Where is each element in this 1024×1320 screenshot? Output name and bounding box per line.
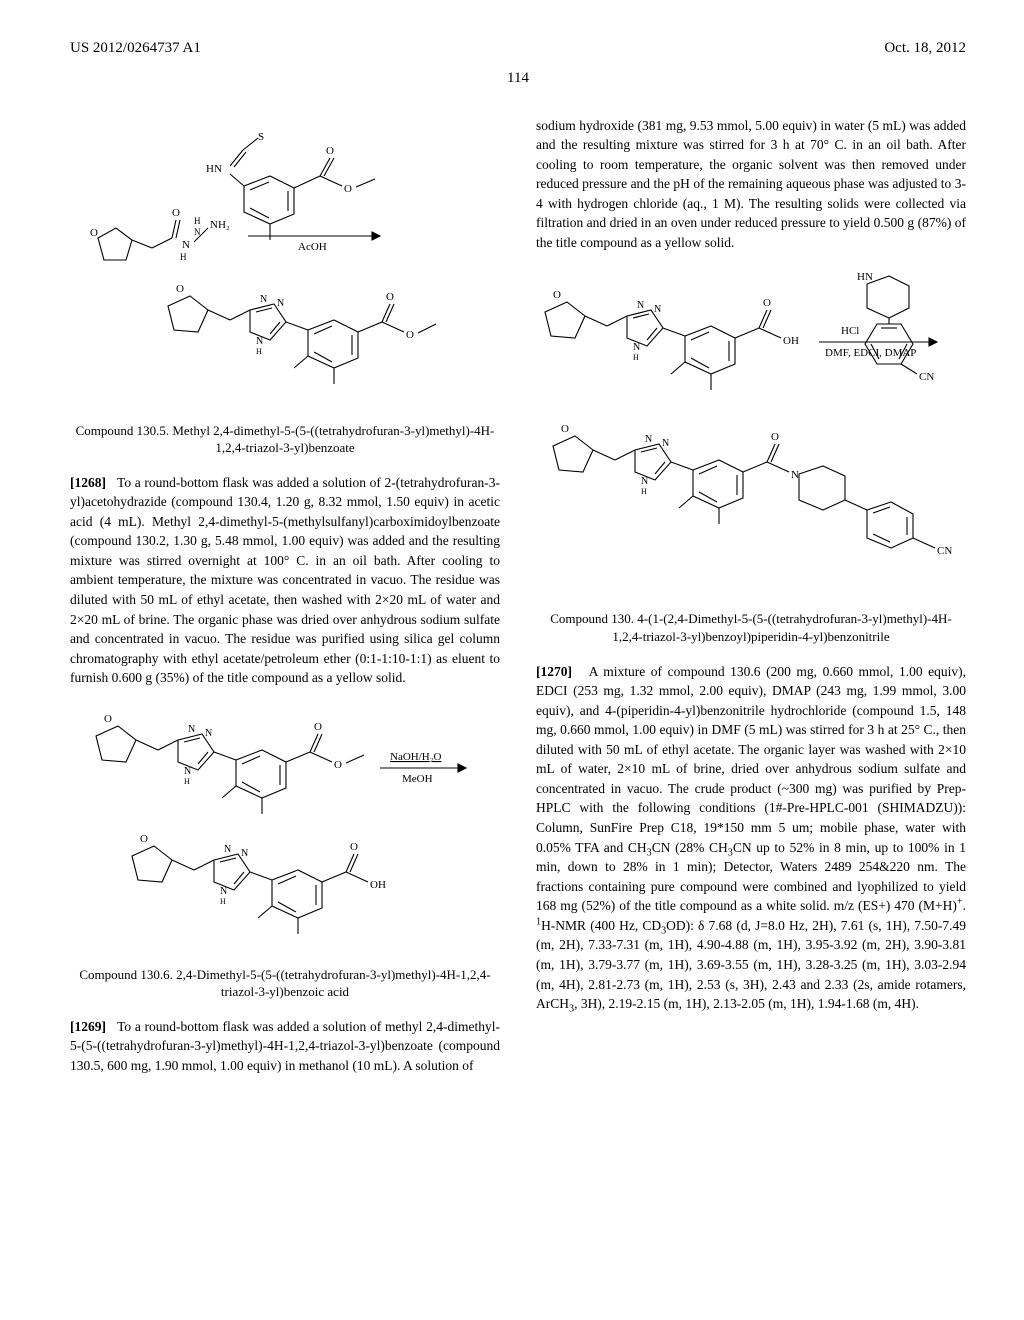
svg-text:N: N: [641, 476, 648, 487]
para-number: [1268]: [70, 475, 106, 490]
svg-text:H: H: [641, 487, 647, 496]
header-right: Oct. 18, 2012: [884, 38, 966, 60]
svg-text:H: H: [194, 216, 201, 226]
svg-text:N: N: [662, 438, 669, 449]
svg-text:O: O: [176, 283, 184, 295]
compound-title-1: Compound 130.5. Methyl 2,4-dimethyl-5-(5…: [74, 422, 496, 457]
svg-text:N: N: [220, 886, 227, 897]
svg-text:O: O: [314, 721, 322, 733]
svg-text:N: N: [205, 728, 212, 739]
para-number: [1270]: [536, 664, 572, 679]
paragraph-1270: [1270] A mixture of compound 130.6 (200 …: [536, 662, 966, 1014]
header-left: US 2012/0264737 A1: [70, 38, 201, 60]
svg-text:N: N: [182, 239, 190, 251]
svg-text:NaOH/H₂O: NaOH/H₂O: [390, 751, 442, 763]
svg-text:N: N: [260, 294, 267, 305]
svg-text:S: S: [258, 131, 264, 143]
svg-text:N: N: [224, 844, 231, 855]
svg-text:N: N: [637, 300, 644, 311]
svg-text:N: N: [241, 848, 248, 859]
svg-text:H: H: [184, 777, 190, 786]
svg-text:H: H: [180, 252, 187, 262]
svg-text:OH: OH: [783, 335, 799, 347]
svg-text:O: O: [172, 207, 180, 219]
svg-text:NH₂: NH₂: [210, 219, 230, 231]
svg-text:O: O: [763, 297, 771, 309]
svg-text:MeOH: MeOH: [402, 773, 433, 785]
svg-text:AcOH: AcOH: [298, 241, 327, 253]
svg-text:O: O: [90, 227, 98, 239]
paragraph-1268: [1268] To a round-bottom flask was added…: [70, 473, 500, 688]
svg-text:O: O: [350, 841, 358, 853]
svg-text:HCl: HCl: [841, 325, 859, 337]
svg-text:N: N: [184, 766, 191, 777]
content-columns: S HN O O: [70, 116, 966, 1086]
svg-text:O: O: [771, 431, 779, 443]
svg-text:N: N: [277, 298, 284, 309]
svg-text:N: N: [645, 434, 652, 445]
svg-text:O: O: [406, 329, 414, 341]
page-number: 114: [70, 68, 966, 90]
svg-text:H: H: [633, 353, 639, 362]
svg-text:O: O: [334, 759, 342, 771]
reaction-scheme-1: S HN O O: [70, 124, 500, 404]
left-column: S HN O O: [70, 116, 500, 1086]
svg-text:O: O: [561, 423, 569, 435]
svg-text:N: N: [654, 304, 661, 315]
para-text: To a round-bottom flask was added a solu…: [70, 475, 500, 686]
paragraph-1269-continued: sodium hydroxide (381 mg, 9.53 mmol, 5.0…: [536, 116, 966, 253]
compound-title-2: Compound 130.6. 2,4-Dimethyl-5-(5-((tetr…: [74, 966, 496, 1001]
svg-text:HN: HN: [857, 271, 873, 283]
svg-text:N: N: [194, 227, 201, 237]
para-text: A mixture of compound 130.6 (200 mg, 0.6…: [536, 664, 966, 1012]
svg-text:O: O: [140, 833, 148, 845]
svg-text:N: N: [633, 342, 640, 353]
svg-text:O: O: [104, 713, 112, 725]
compound-title-3: Compound 130. 4-(1-(2,4-Dimethyl-5-(5-((…: [540, 610, 962, 645]
svg-text:N: N: [256, 336, 263, 347]
svg-text:OH: OH: [370, 879, 386, 891]
para-text: To a round-bottom flask was added a solu…: [70, 1019, 500, 1073]
reaction-scheme-2: O N N N H: [70, 698, 500, 948]
svg-text:O: O: [326, 145, 334, 157]
svg-text:H: H: [220, 897, 226, 906]
svg-text:CN: CN: [937, 545, 952, 557]
svg-text:O: O: [344, 183, 352, 195]
para-number: [1269]: [70, 1019, 106, 1034]
svg-text:N: N: [791, 469, 799, 481]
right-column: sodium hydroxide (381 mg, 9.53 mmol, 5.0…: [536, 116, 966, 1086]
svg-text:O: O: [553, 289, 561, 301]
svg-text:O: O: [386, 291, 394, 303]
svg-text:N: N: [188, 724, 195, 735]
paragraph-1269: [1269] To a round-bottom flask was added…: [70, 1017, 500, 1076]
svg-text:H: H: [256, 347, 262, 356]
reaction-scheme-3: O N N N H: [536, 262, 966, 592]
para-text: sodium hydroxide (381 mg, 9.53 mmol, 5.0…: [536, 118, 966, 250]
page-header: US 2012/0264737 A1 Oct. 18, 2012: [70, 38, 966, 60]
svg-text:HN: HN: [206, 163, 222, 175]
svg-text:CN: CN: [919, 371, 934, 383]
